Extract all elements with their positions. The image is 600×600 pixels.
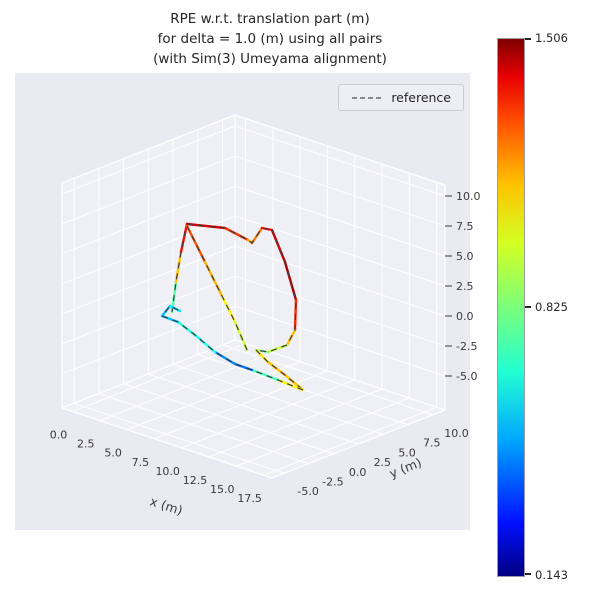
chart-title: RPE w.r.t. translation part (m) for delt… xyxy=(70,9,470,69)
svg-text:7.5: 7.5 xyxy=(456,220,474,233)
svg-text:12.5: 12.5 xyxy=(183,474,208,487)
svg-text:15.0: 15.0 xyxy=(210,483,235,496)
plot-3d-svg: -5.0-2.50.02.55.07.510.00.02.55.07.510.0… xyxy=(50,114,481,518)
chart-title-line-3: (with Sim(3) Umeyama alignment) xyxy=(153,51,387,67)
svg-text:2.5: 2.5 xyxy=(77,438,95,451)
chart-title-line-1: RPE w.r.t. translation part (m) xyxy=(170,11,370,27)
svg-text:-2.5: -2.5 xyxy=(456,340,477,353)
colorbar-label-min: 0.143 xyxy=(535,568,568,582)
colorbar: 1.506 0.825 0.143 xyxy=(497,31,568,582)
legend-dash-icon xyxy=(352,96,383,99)
colorbar-label-max: 1.506 xyxy=(535,31,568,45)
svg-text:-5.0: -5.0 xyxy=(297,485,318,498)
svg-text:-5.0: -5.0 xyxy=(456,370,477,383)
svg-text:7.5: 7.5 xyxy=(132,456,150,469)
chart-title-line-2: for delta = 1.0 (m) using all pairs xyxy=(157,31,383,47)
svg-text:0.0: 0.0 xyxy=(456,310,474,323)
legend: reference xyxy=(338,84,464,111)
svg-text:5.0: 5.0 xyxy=(456,250,474,263)
plot-area: -5.0 -2.5 0.0 2.5 5.0 7.5 10.0 0.0 2.5 5.0 7.5 10.0… xyxy=(15,73,481,530)
svg-text:2.5: 2.5 xyxy=(456,280,474,293)
legend-label: reference xyxy=(391,90,451,105)
svg-text:x (m): x (m) xyxy=(148,493,184,518)
svg-text:5.0: 5.0 xyxy=(398,446,416,459)
svg-text:0.0: 0.0 xyxy=(349,466,367,479)
colorbar-label-mid: 0.825 xyxy=(535,299,568,314)
colorbar-tick-min xyxy=(525,573,531,575)
svg-text:7.5: 7.5 xyxy=(423,437,441,450)
svg-text:10.0: 10.0 xyxy=(456,190,481,203)
svg-text:10.0: 10.0 xyxy=(444,427,469,440)
svg-text:10.0: 10.0 xyxy=(155,465,180,478)
svg-text:-2.5: -2.5 xyxy=(322,476,343,489)
colorbar-tick-mid xyxy=(525,305,531,308)
svg-text:17.5: 17.5 xyxy=(237,492,262,505)
svg-text:0.0: 0.0 xyxy=(50,429,68,442)
svg-text:5.0: 5.0 xyxy=(104,447,122,460)
colorbar-gradient xyxy=(497,38,525,577)
colorbar-tick-max xyxy=(525,38,531,40)
svg-text:2.5: 2.5 xyxy=(374,456,392,469)
